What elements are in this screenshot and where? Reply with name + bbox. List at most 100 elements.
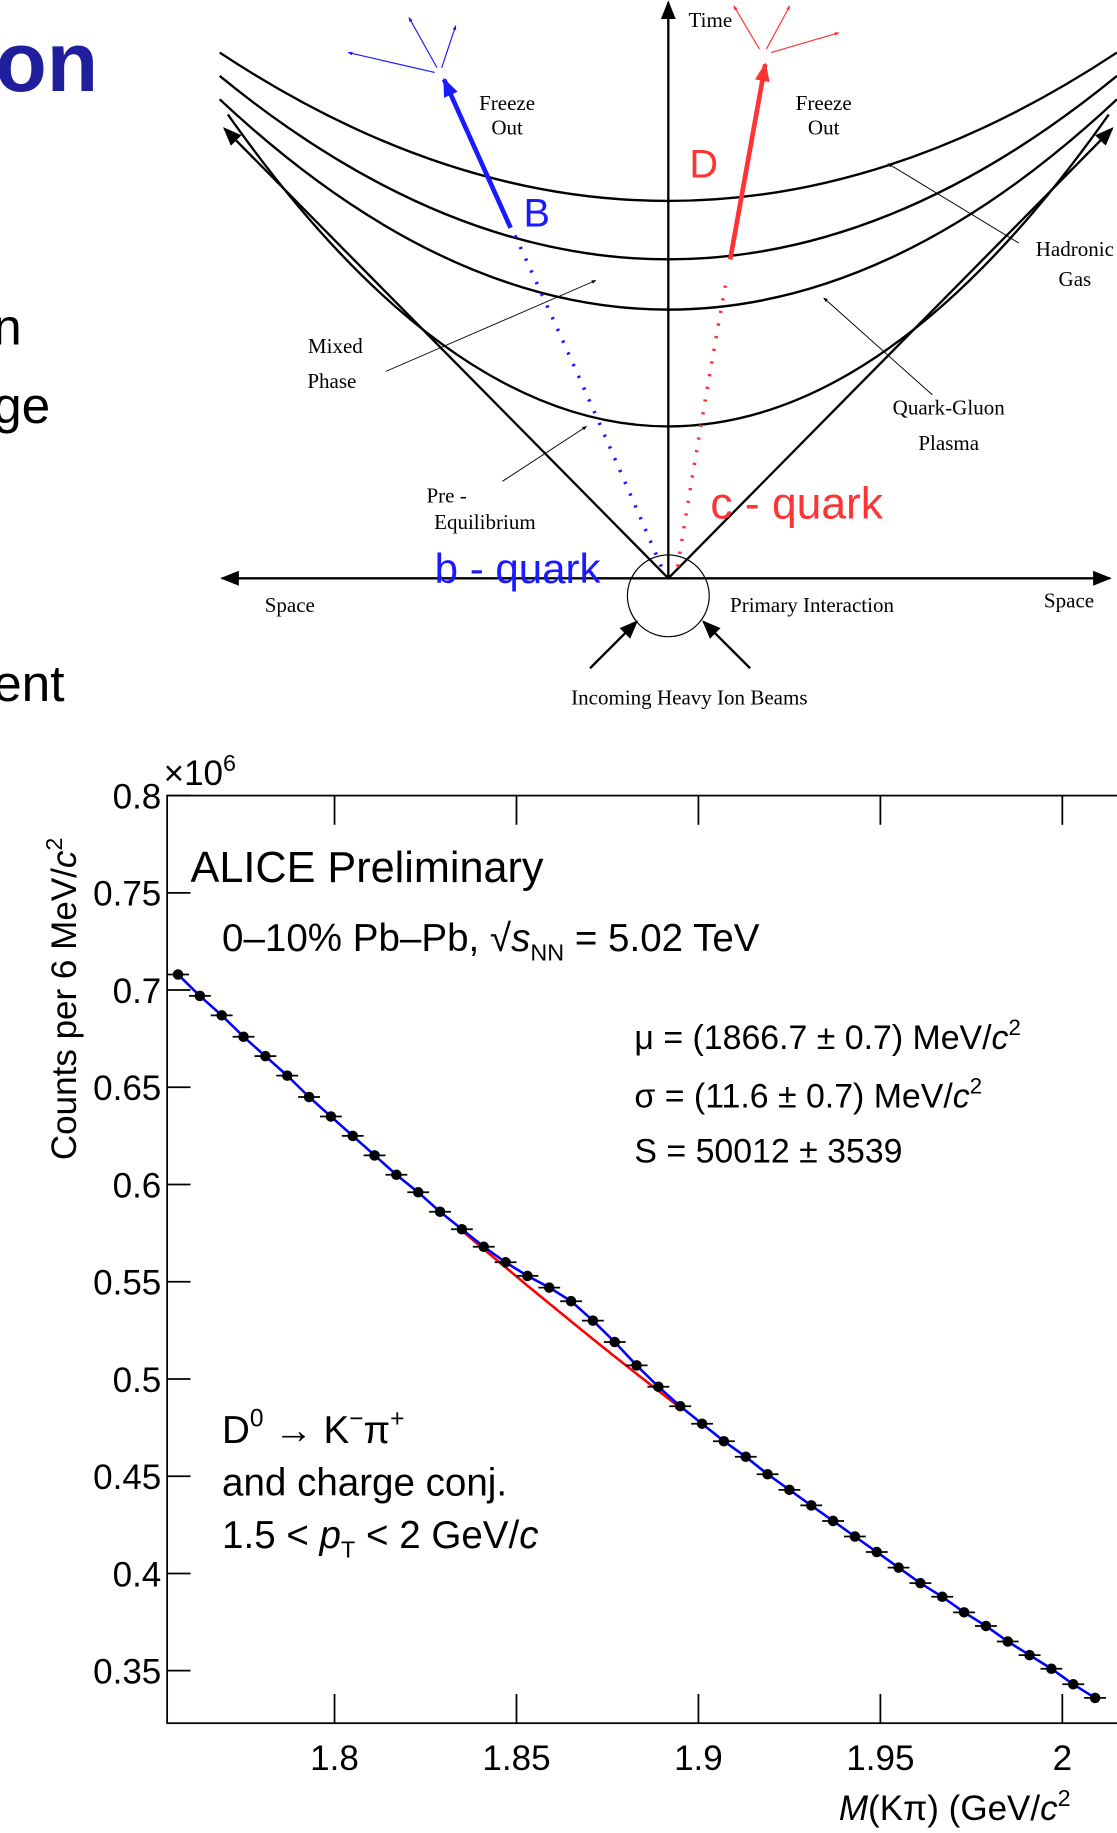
text: − <box>349 1405 363 1432</box>
decay-arrow <box>408 17 438 69</box>
text: c <box>519 1514 538 1557</box>
text: (Kπ) (GeV/ <box>868 1789 1040 1828</box>
y-tick-label: 0.65 <box>93 1069 161 1108</box>
data-point <box>740 1451 752 1463</box>
pointer <box>385 279 597 372</box>
text: D <box>222 1409 250 1452</box>
label: Phase <box>307 369 356 393</box>
data-point <box>762 1469 773 1480</box>
label: Equilibrium <box>434 510 536 534</box>
y-tick-label: 0.7 <box>113 972 162 1011</box>
y-tick-label: 0.55 <box>93 1264 161 1303</box>
slide-text: ent <box>0 654 65 712</box>
light-cone <box>223 127 670 580</box>
y-tick-label: 0.6 <box>113 1166 162 1205</box>
data-point <box>980 1620 992 1632</box>
data-point <box>216 1010 227 1021</box>
text: π <box>364 1409 391 1452</box>
data-point <box>936 1591 948 1603</box>
y-tick-label: 0.45 <box>93 1458 161 1497</box>
decay-arrow <box>770 32 840 54</box>
data-point <box>478 1241 489 1253</box>
data-point <box>303 1091 315 1103</box>
text: < 2 GeV/ <box>355 1514 519 1557</box>
x-axis-label: M(Kπ) (GeV/c2 <box>839 1785 1071 1828</box>
experiment-label: ALICE Preliminary <box>190 844 543 892</box>
data-point <box>674 1400 686 1412</box>
text: 2 <box>970 1073 982 1098</box>
data-point <box>609 1336 620 1348</box>
beam-arrow <box>589 620 639 670</box>
data-point <box>565 1295 577 1307</box>
y-tick-label: 0.4 <box>113 1555 162 1594</box>
signal-label: S = 50012 ± 3539 <box>634 1132 902 1170</box>
text: c <box>45 850 84 868</box>
diagram <box>218 0 1117 670</box>
text: + <box>390 1405 404 1432</box>
data-point <box>281 1070 293 1081</box>
beam-arrow <box>702 620 751 670</box>
slide-text: ge <box>0 376 50 434</box>
y-tick-label: 0.8 <box>113 777 162 816</box>
x-tick-label: 1.8 <box>310 1739 359 1778</box>
data-point <box>456 1223 468 1235</box>
diagram-labels: Time Freeze Out Freeze Out Hadronic Gas … <box>265 8 1114 710</box>
data-point <box>412 1187 424 1198</box>
data-point <box>805 1500 817 1511</box>
label: Pre - <box>426 483 466 507</box>
plot-frame <box>166 794 1117 1725</box>
data-point <box>500 1257 511 1268</box>
data-point <box>347 1130 358 1142</box>
data-point <box>238 1031 249 1042</box>
interaction-circle <box>626 554 710 638</box>
hyperbola <box>218 98 1117 311</box>
data-point <box>1024 1649 1035 1661</box>
text: → K <box>264 1409 350 1452</box>
conj-label: and charge conj. <box>222 1461 507 1504</box>
label: Primary Interaction <box>730 593 894 617</box>
label: Freeze <box>796 91 852 115</box>
label: Freeze <box>479 91 535 115</box>
text: 0–10% Pb–Pb, <box>222 917 490 960</box>
chart-texts: ×106 Counts per 6 MeV/c2 M(Kπ) (GeV/c2 A… <box>41 750 1071 1828</box>
data-point <box>587 1315 599 1326</box>
text: NN <box>530 939 564 965</box>
label: Incoming Heavy Ion Beams <box>571 685 807 709</box>
y-tick-label: 0.5 <box>113 1361 162 1400</box>
chart: 0.35 0.4 0.45 0.5 0.55 0.6 0.65 0.7 0.75 0.8 1.8 1.… <box>93 777 1117 1778</box>
pointer <box>502 426 587 482</box>
light-cone <box>667 127 1114 580</box>
data-point <box>849 1531 861 1542</box>
data-point <box>696 1418 708 1429</box>
text: c <box>992 1019 1009 1057</box>
c-quark-label: c - quark <box>710 480 883 529</box>
data-point <box>1068 1679 1079 1690</box>
x-tick-label: 1.9 <box>674 1739 723 1778</box>
d-meson-arrow <box>727 62 770 260</box>
pointer <box>887 163 1020 244</box>
data-point <box>893 1562 904 1573</box>
data-point <box>718 1435 730 1447</box>
y-tick-label: 0.35 <box>93 1653 161 1692</box>
b-quark-path <box>512 232 663 568</box>
decay-arrow <box>441 25 457 68</box>
label: Mixed <box>308 334 363 358</box>
text: 0 <box>250 1405 264 1432</box>
label: Hadronic <box>1036 237 1114 261</box>
data-point <box>325 1111 337 1122</box>
text: 6 <box>223 750 236 776</box>
data-point <box>1046 1663 1057 1674</box>
text: c <box>1040 1789 1058 1828</box>
text: 2 <box>41 838 67 851</box>
mu-label: μ = (1866.7 ± 0.7) MeV/c2 <box>634 1015 1020 1057</box>
text: μ = (1866.7 ± 0.7) MeV/ <box>634 1019 992 1057</box>
data-point <box>1089 1692 1101 1704</box>
decay-arrow <box>347 51 435 74</box>
decay-arrow <box>765 5 791 50</box>
hyperbola <box>219 51 1117 203</box>
text: = 5.02 TeV <box>564 917 760 960</box>
data-point <box>653 1381 664 1393</box>
decay-label: D0 → K−π+ <box>222 1405 404 1451</box>
text: T <box>341 1536 355 1562</box>
data-point <box>631 1360 642 1371</box>
